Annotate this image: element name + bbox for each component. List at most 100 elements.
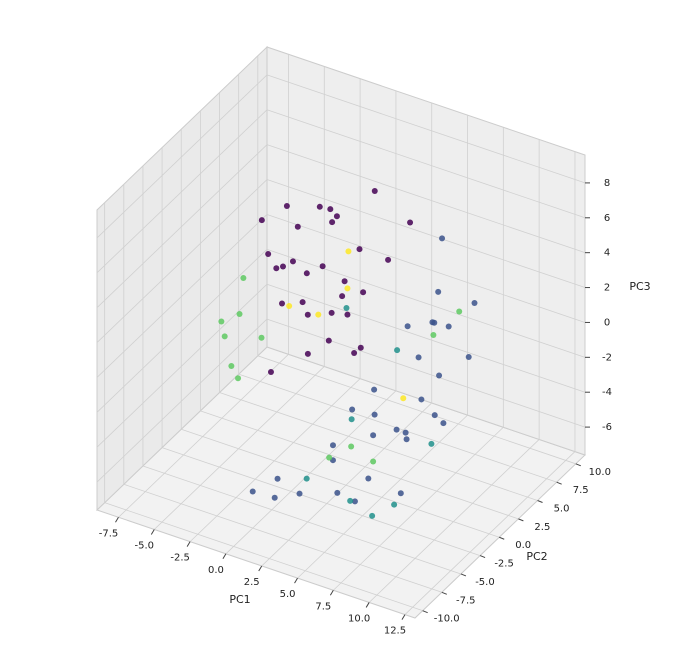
point <box>279 300 285 307</box>
point <box>339 293 346 300</box>
point <box>445 323 452 330</box>
z-tick-label: 8 <box>604 178 610 189</box>
point <box>347 497 354 504</box>
point <box>303 270 310 277</box>
point <box>304 350 311 357</box>
x-tick <box>365 602 370 608</box>
point <box>356 246 363 253</box>
z-tick-label: 2 <box>604 283 610 294</box>
y-tick-label: 10.0 <box>589 467 611 478</box>
point <box>407 219 414 226</box>
point <box>400 395 407 402</box>
point <box>371 188 378 195</box>
x-tick <box>294 577 298 584</box>
x-tick-label: -2.5 <box>170 553 190 564</box>
y-tick-label: 2.5 <box>534 522 550 533</box>
point <box>471 299 478 306</box>
grid-line <box>266 214 586 323</box>
point <box>415 354 422 361</box>
z-tick-label: -4 <box>602 387 612 398</box>
point <box>431 412 438 419</box>
grid-line <box>266 179 586 288</box>
point <box>341 278 348 285</box>
y-tick <box>479 555 486 559</box>
point <box>328 309 335 316</box>
y-tick-label: -2.5 <box>494 559 514 570</box>
y-axis-label: PC2 <box>526 550 547 563</box>
grid-line <box>200 410 519 520</box>
y-tick-label: 0.0 <box>515 540 531 551</box>
z-axis-label: PC3 <box>629 280 650 293</box>
point <box>397 490 404 497</box>
y-tick <box>518 518 524 522</box>
x-tick <box>329 590 334 596</box>
point <box>402 429 409 436</box>
point <box>385 256 392 263</box>
point <box>456 308 463 315</box>
x-tick-label: 12.5 <box>384 626 406 637</box>
point <box>348 443 355 450</box>
point <box>440 420 447 427</box>
point <box>274 475 281 482</box>
point <box>319 263 326 270</box>
point <box>431 319 438 326</box>
x-tick-label: 10.0 <box>348 613 370 624</box>
x-tick <box>186 541 191 547</box>
point <box>236 311 243 318</box>
point <box>344 285 351 292</box>
y-tick <box>460 573 467 577</box>
point <box>273 265 280 272</box>
point <box>240 275 247 282</box>
point <box>235 375 242 382</box>
point <box>218 318 225 325</box>
grid-line <box>161 447 481 556</box>
grid-line <box>96 179 268 343</box>
z-tick-label: -2 <box>602 352 612 363</box>
point <box>348 416 355 423</box>
y-tick-label: -10.0 <box>434 614 460 625</box>
x-tick <box>258 565 263 572</box>
point <box>360 289 367 296</box>
grid-line <box>96 109 268 274</box>
point <box>267 368 274 375</box>
point <box>294 223 301 230</box>
grid-line <box>96 318 268 483</box>
point <box>430 332 437 339</box>
y-tick-label: 5.0 <box>554 504 570 515</box>
panes <box>96 45 586 619</box>
point <box>283 203 290 210</box>
x-tick <box>222 553 227 560</box>
z-tick-label: 4 <box>604 248 610 259</box>
point <box>394 347 401 354</box>
grid-line <box>181 428 500 538</box>
point <box>258 334 265 341</box>
grid-line <box>123 483 442 593</box>
y-tick <box>499 536 505 540</box>
point <box>428 440 435 447</box>
point <box>228 363 235 370</box>
point <box>435 288 442 295</box>
x-tick-label: 7.5 <box>315 601 331 612</box>
point <box>403 436 410 443</box>
x-tick-label: 2.5 <box>244 577 260 588</box>
y-tick <box>441 591 447 595</box>
y-tick <box>556 481 562 485</box>
grid-line <box>257 355 576 465</box>
point <box>370 458 377 465</box>
point <box>271 494 278 501</box>
point <box>365 475 372 482</box>
x-axis-label: PC1 <box>229 593 250 606</box>
point <box>279 263 286 270</box>
point <box>303 475 310 482</box>
x-tick-label: -7.5 <box>99 528 119 539</box>
back-pane <box>266 46 586 456</box>
point <box>436 372 443 379</box>
point <box>325 337 332 344</box>
point <box>304 311 311 318</box>
point <box>357 344 364 351</box>
point <box>393 426 400 433</box>
grid-line <box>219 392 538 501</box>
point <box>326 454 333 461</box>
grid-line <box>96 144 268 308</box>
